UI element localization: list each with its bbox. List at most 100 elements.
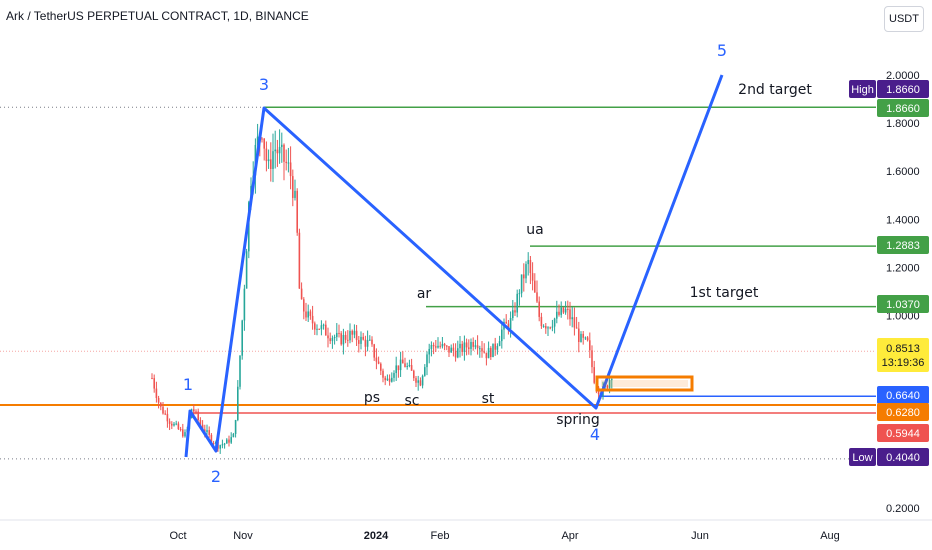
candle-body (300, 288, 303, 300)
annotation-st: st (482, 391, 495, 407)
candle-body (278, 146, 281, 154)
candle-body (182, 429, 184, 437)
candle-body (355, 330, 358, 341)
candle-body (175, 423, 177, 425)
candle-body (164, 413, 166, 415)
candle-body (206, 430, 208, 433)
currency-button[interactable]: USDT (884, 6, 924, 32)
candle-body (331, 337, 334, 342)
candle-body (446, 345, 448, 347)
candle-body (580, 333, 582, 342)
candle-body (162, 406, 164, 414)
candle-body (406, 365, 408, 367)
wave-label-3: 3 (259, 75, 269, 94)
time-tick-label: Nov (233, 530, 253, 542)
price-badge-2: 1.2883 (877, 236, 929, 254)
candle-body (536, 292, 538, 302)
candle-body (551, 326, 554, 328)
annotation-sc: sc (405, 393, 420, 409)
candle-body (349, 330, 351, 341)
price-badge-bg (877, 448, 929, 466)
candle-body (243, 288, 246, 321)
candle-body (520, 274, 523, 294)
candle-body (340, 333, 342, 345)
candle-body (296, 190, 298, 233)
candle-body (287, 162, 290, 164)
price-badge-bg (877, 80, 929, 98)
candle-body (314, 323, 316, 330)
candle-body (285, 161, 287, 164)
candle-body (364, 339, 367, 347)
candle-body (353, 330, 356, 335)
entry-zone-box (595, 375, 694, 392)
candle-body (318, 328, 320, 330)
candle-body (428, 348, 430, 355)
candle-body (569, 309, 571, 320)
candle-body (408, 365, 411, 367)
candle-body (173, 423, 175, 426)
candle-body (452, 347, 455, 351)
candle-body (421, 375, 424, 386)
candle-body (505, 321, 507, 324)
wave-label-5: 5 (717, 41, 727, 60)
time-tick-label: 2024 (364, 530, 389, 542)
candle-body (474, 345, 477, 347)
candle-body (270, 159, 272, 169)
candle-body (419, 380, 422, 386)
candle-body (586, 337, 589, 341)
candle-body (267, 159, 270, 162)
candle-body (388, 378, 391, 382)
candle-body (184, 432, 186, 437)
candle-body (413, 370, 415, 379)
candle-body (397, 365, 400, 371)
candle-body (516, 293, 518, 313)
candle-body (472, 342, 474, 347)
time-tick-label: Apr (561, 530, 578, 542)
candle-body (399, 359, 402, 371)
candle-body (545, 326, 547, 329)
price-badge-value: 0.6280 (886, 407, 920, 419)
price-badge-value: 0.5944 (886, 428, 920, 440)
candle-body (404, 363, 406, 367)
candle-body (459, 343, 461, 349)
candle-body (494, 343, 496, 350)
candle-body (560, 307, 562, 315)
candle-body (265, 148, 268, 162)
candle-body (333, 337, 336, 339)
annotation-ua: ua (526, 222, 543, 238)
candle-body (329, 338, 331, 342)
candle-body (483, 351, 485, 353)
annotation-ar: ar (417, 286, 432, 302)
candle-body (347, 339, 349, 341)
candle-body (485, 352, 488, 359)
candle-body (221, 444, 224, 446)
price-badge-value: 1.8660 (886, 103, 920, 115)
candle-body (498, 341, 501, 346)
candle-body (529, 259, 532, 274)
candle-body (463, 342, 466, 352)
candle-body (338, 332, 340, 334)
candle-body (410, 365, 413, 371)
candle-body (212, 443, 215, 445)
candle-body (512, 310, 514, 319)
wave-label-4: 4 (590, 425, 600, 444)
candle-body (336, 332, 338, 338)
candle-body (496, 345, 499, 350)
price-badge-value: 1.8660 (886, 84, 920, 96)
candle-body (448, 346, 450, 353)
price-tick-label: 1.8000 (886, 118, 920, 130)
wave-label-2: 2 (211, 467, 221, 486)
candle-body (437, 345, 439, 348)
candle-body (542, 326, 545, 328)
price-badge-bg (877, 99, 929, 117)
candle-body (171, 423, 173, 426)
price-badge-bg (877, 424, 929, 442)
candle-body (316, 328, 318, 330)
candle-body (589, 340, 591, 351)
candle-body (432, 344, 435, 347)
candle-body (479, 348, 481, 350)
price-badge-label: High (851, 84, 874, 96)
candle-body (441, 343, 444, 347)
